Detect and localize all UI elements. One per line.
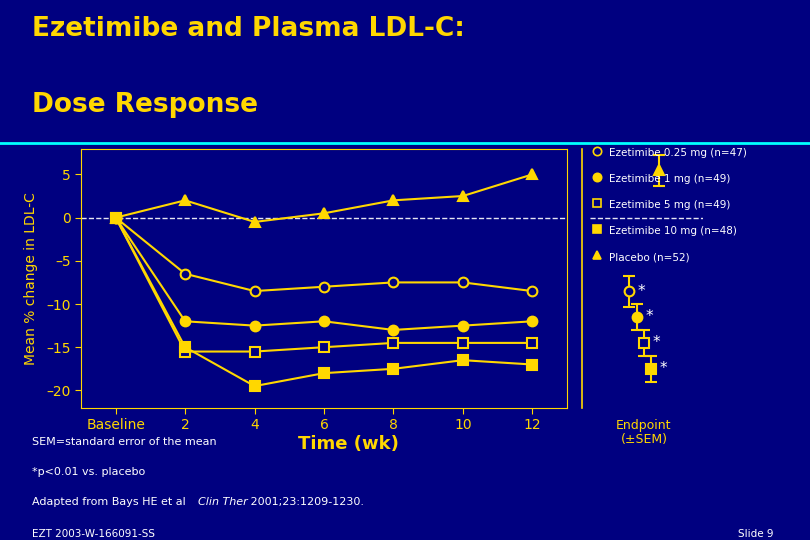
Text: Ezetimibe 0.25 mg (n=47): Ezetimibe 0.25 mg (n=47) bbox=[609, 148, 747, 159]
Text: *: * bbox=[653, 335, 660, 350]
Text: Ezetimibe and Plasma LDL-C:: Ezetimibe and Plasma LDL-C: bbox=[32, 16, 465, 42]
Text: Placebo (n=52): Placebo (n=52) bbox=[609, 252, 690, 262]
Text: *p<0.01 vs. placebo: *p<0.01 vs. placebo bbox=[32, 467, 146, 477]
Text: 2001;23:1209-1230.: 2001;23:1209-1230. bbox=[247, 497, 364, 507]
Text: Time (wk): Time (wk) bbox=[298, 435, 399, 453]
Y-axis label: Mean % change in LDL-C: Mean % change in LDL-C bbox=[23, 192, 38, 364]
Text: Ezetimibe 10 mg (n=48): Ezetimibe 10 mg (n=48) bbox=[609, 226, 737, 237]
Text: Ezetimibe 1 mg (n=49): Ezetimibe 1 mg (n=49) bbox=[609, 174, 731, 185]
Text: *: * bbox=[660, 361, 667, 376]
Text: Adapted from Bays HE et al: Adapted from Bays HE et al bbox=[32, 497, 190, 507]
Text: EZT 2003-W-166091-SS: EZT 2003-W-166091-SS bbox=[32, 529, 156, 539]
Text: *: * bbox=[638, 284, 646, 299]
Text: SEM=standard error of the mean: SEM=standard error of the mean bbox=[32, 437, 217, 448]
Text: Clin Ther: Clin Ther bbox=[198, 497, 248, 507]
Text: Dose Response: Dose Response bbox=[32, 92, 258, 118]
Text: Ezetimibe 5 mg (n=49): Ezetimibe 5 mg (n=49) bbox=[609, 200, 731, 211]
Text: Endpoint
(±SEM): Endpoint (±SEM) bbox=[616, 418, 671, 447]
Text: Slide 9: Slide 9 bbox=[738, 529, 774, 539]
Text: *: * bbox=[646, 309, 653, 325]
